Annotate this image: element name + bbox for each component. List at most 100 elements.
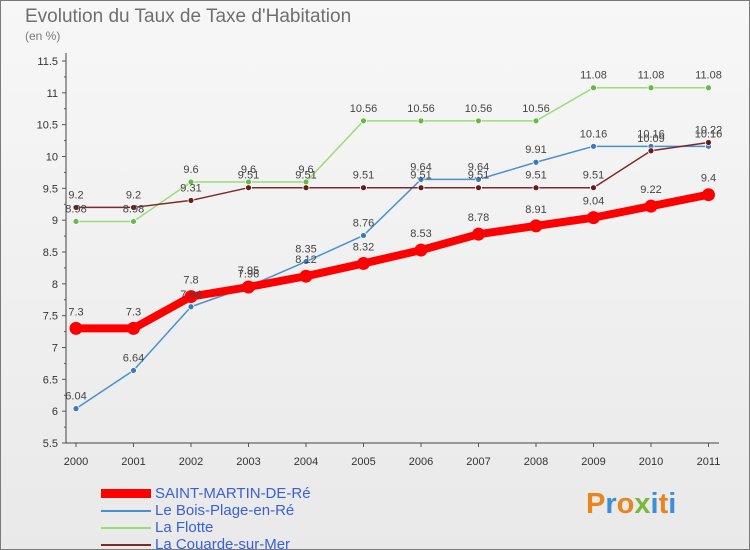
data-label: 9.2 <box>126 189 141 201</box>
legend-item: La Couarde-sur-Mer <box>101 536 361 550</box>
data-label: 8.12 <box>295 254 316 266</box>
data-label: 8.98 <box>123 203 144 215</box>
data-point <box>472 227 485 241</box>
chart-title: Evolution du Taux de Taxe d'Habitation <box>25 6 352 27</box>
legend-item: SAINT-MARTIN-DE-Ré <box>101 485 361 502</box>
x-tick-label: 2010 <box>639 456 663 468</box>
data-label: 9.31 <box>180 182 201 194</box>
data-point <box>69 321 83 335</box>
data-point <box>187 303 195 311</box>
data-point <box>529 219 543 233</box>
data-point <box>187 197 195 204</box>
proxiti-logo: Proxiti <box>586 488 676 521</box>
y-tick-label: 10 <box>46 152 58 164</box>
data-point <box>245 184 252 192</box>
logo-letter: P <box>586 488 606 520</box>
data-label: 10.56 <box>522 103 550 115</box>
data-label: 9.51 <box>468 170 489 182</box>
data-label: 7.8 <box>183 275 198 287</box>
data-point <box>590 142 597 150</box>
data-label: 10.09 <box>637 133 665 145</box>
data-label: 8.35 <box>295 244 316 256</box>
x-tick-label: 2000 <box>64 456 88 468</box>
y-tick-label: 6 <box>52 406 58 418</box>
x-tick-label: 2001 <box>121 456 145 468</box>
data-point <box>242 280 255 294</box>
data-label: 10.56 <box>350 103 378 115</box>
logo-letter: i <box>668 488 677 520</box>
data-label: 9.04 <box>583 196 604 208</box>
x-tick-label: 2006 <box>409 456 433 468</box>
x-tick-label: 2004 <box>294 456 318 468</box>
legend-label: SAINT-MARTIN-DE-Ré <box>155 485 311 502</box>
data-label: 7.95 <box>238 265 259 277</box>
data-label: 8.32 <box>353 241 374 253</box>
x-tick-label: 2009 <box>581 456 605 468</box>
y-tick-label: 9.5 <box>43 183 58 195</box>
data-label: 8.98 <box>65 203 86 215</box>
data-point <box>130 367 137 374</box>
data-point <box>590 184 597 192</box>
y-tick-label: 7.5 <box>43 311 58 323</box>
data-label: 9.6 <box>183 164 198 176</box>
y-tick-label: 10.5 <box>37 120 58 132</box>
data-point <box>705 84 712 92</box>
data-point <box>299 269 313 283</box>
data-label: 9.91 <box>525 144 546 156</box>
data-point <box>417 184 425 192</box>
data-label: 8.76 <box>353 217 374 229</box>
data-point <box>130 204 137 211</box>
logo-letter: x <box>634 488 651 520</box>
data-point <box>532 158 540 166</box>
data-point <box>532 184 540 192</box>
data-label: 9.6 <box>298 164 313 176</box>
data-label: 10.16 <box>695 128 723 140</box>
data-label: 9.51 <box>295 170 316 182</box>
chart-unit: (en %) <box>25 29 61 43</box>
data-point <box>302 258 310 265</box>
data-point <box>417 117 425 125</box>
data-point <box>127 321 140 335</box>
data-point <box>475 184 482 192</box>
data-label: 10.22 <box>695 124 723 136</box>
x-tick-label: 2002 <box>179 456 203 468</box>
y-tick-label: 11 <box>47 88 58 100</box>
legend-label: La Flotte <box>155 519 214 536</box>
data-point <box>360 184 367 192</box>
y-tick-label: 11.5 <box>37 56 58 68</box>
data-point <box>644 199 658 213</box>
data-label: 7.64 <box>180 289 201 301</box>
y-tick-label: 8.5 <box>43 247 58 259</box>
data-point <box>414 243 428 257</box>
data-label: 11.08 <box>638 70 665 82</box>
data-label: 7.3 <box>126 306 141 318</box>
data-point <box>72 405 80 413</box>
data-label: 7.96 <box>238 268 259 280</box>
data-label: 11.08 <box>695 70 722 82</box>
legend-swatch <box>101 489 151 498</box>
legend-item: La Flotte <box>101 519 361 536</box>
data-label: 9.64 <box>468 161 489 173</box>
data-point <box>417 176 425 183</box>
data-label: 9.6 <box>241 164 256 176</box>
data-label: 9.51 <box>410 170 431 182</box>
data-label: 8.78 <box>468 212 489 224</box>
data-label: 11.08 <box>580 70 607 82</box>
legend-label: La Couarde-sur-Mer <box>155 536 291 550</box>
x-tick-label: 2003 <box>236 456 260 468</box>
logo-letter: o <box>616 488 635 520</box>
y-tick-label: 7 <box>52 343 58 355</box>
data-label: 10.16 <box>580 128 608 140</box>
series-line <box>75 86 710 223</box>
legend-swatch <box>101 510 151 512</box>
data-label: 10.16 <box>637 128 665 140</box>
data-point <box>360 117 367 125</box>
x-tick-label: 2007 <box>466 456 490 468</box>
x-tick-label: 2005 <box>351 456 375 468</box>
data-point <box>705 139 712 146</box>
data-point <box>72 218 80 225</box>
data-point <box>647 147 655 155</box>
data-label: 9.51 <box>353 170 374 182</box>
